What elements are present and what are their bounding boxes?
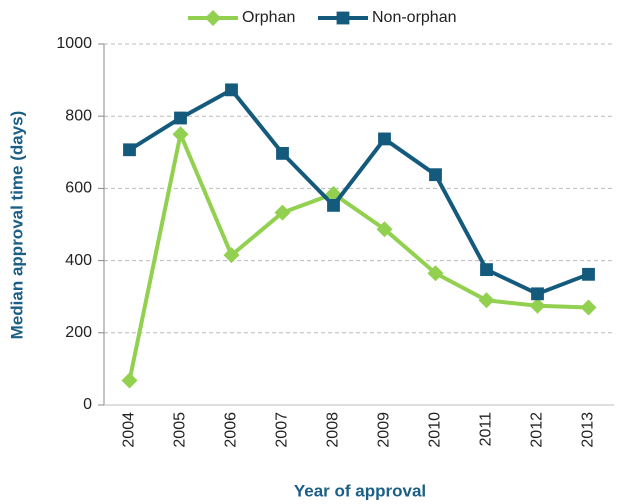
data-point <box>427 265 444 282</box>
x-tick-label: 2011 <box>478 412 495 447</box>
data-point <box>121 372 138 389</box>
x-tick-label: 2006 <box>223 412 240 448</box>
legend-label: Orphan <box>242 9 295 26</box>
data-point <box>580 299 597 316</box>
y-tick-label: 600 <box>65 180 92 197</box>
data-point <box>223 247 240 264</box>
x-tick-label: 2013 <box>580 412 597 448</box>
data-point <box>172 126 189 143</box>
legend-label: Non-orphan <box>372 9 457 26</box>
series-line <box>128 87 590 296</box>
legend-marker <box>205 10 221 26</box>
x-tick-label: 2005 <box>172 412 189 448</box>
data-point <box>376 221 393 238</box>
y-tick-label: 1000 <box>56 35 92 52</box>
x-tick-label: 2008 <box>325 412 342 448</box>
data-point <box>529 297 546 314</box>
x-tick-label: 2010 <box>427 412 444 448</box>
legend-marker <box>336 11 350 25</box>
x-tick-label: 2009 <box>376 412 393 448</box>
x-axis-title: Year of approval <box>294 481 426 500</box>
y-tick-label: 200 <box>65 324 92 341</box>
y-tick-label: 0 <box>83 396 92 413</box>
data-point <box>225 83 238 97</box>
data-point <box>582 267 595 281</box>
data-point <box>429 168 442 182</box>
x-tick-label: 2004 <box>121 412 138 448</box>
series-line <box>127 132 589 381</box>
y-axis-title: Median approval time (days) <box>7 111 26 340</box>
data-point <box>276 146 289 160</box>
data-point <box>174 111 187 125</box>
y-tick-label: 400 <box>65 252 92 269</box>
data-point <box>480 263 493 277</box>
data-point <box>478 292 495 309</box>
data-point <box>378 132 391 146</box>
data-point <box>274 204 291 221</box>
data-point <box>327 198 340 212</box>
x-tick-label: 2012 <box>529 412 546 448</box>
x-tick-label: 2007 <box>274 412 291 448</box>
y-tick-label: 800 <box>65 107 92 124</box>
data-point <box>531 287 544 301</box>
data-point <box>123 143 136 157</box>
